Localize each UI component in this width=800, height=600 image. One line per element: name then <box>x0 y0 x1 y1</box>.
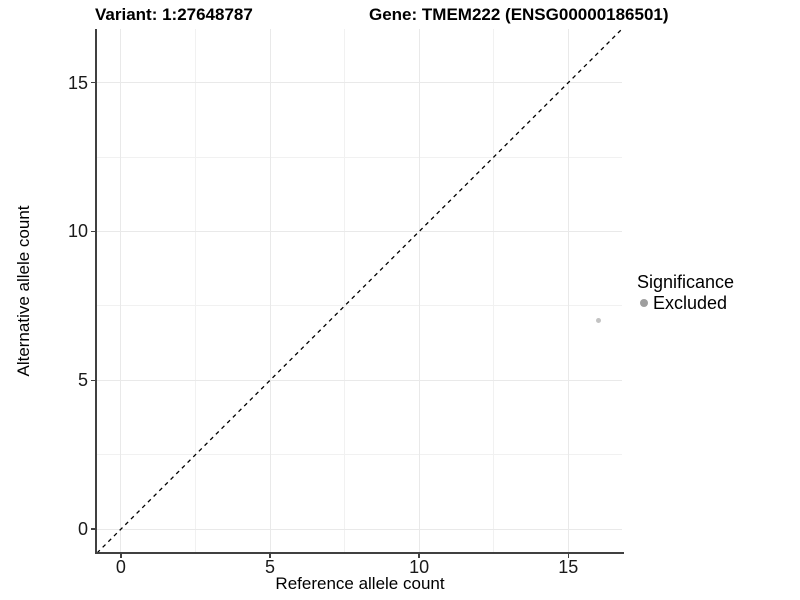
x-tick-mark <box>418 554 420 558</box>
x-tick-mark <box>120 554 122 558</box>
x-major-gridline <box>269 29 271 553</box>
x-axis-title: Reference allele count <box>275 574 445 593</box>
y-axis-title: Alternative allele count <box>14 205 33 377</box>
x-tick-label: 5 <box>264 557 276 577</box>
x-minor-gridline <box>493 29 495 553</box>
legend-entry-label: Excluded <box>653 293 728 313</box>
y-tick-label: 10 <box>67 221 88 242</box>
y-tick-label: 0 <box>77 519 88 540</box>
x-major-gridline <box>567 29 569 553</box>
y-tick-mark <box>91 230 95 233</box>
data-point <box>595 318 601 324</box>
y-tick-mark <box>91 528 95 530</box>
legend-title: Significance <box>637 272 735 292</box>
y-minor-gridline <box>97 454 622 456</box>
x-tick-label: 15 <box>558 557 579 577</box>
x-minor-gridline <box>344 29 346 553</box>
y-axis-line <box>95 29 97 554</box>
y-tick-mark <box>91 81 95 84</box>
legend-point-icon <box>640 299 648 307</box>
x-tick-label: 10 <box>409 557 430 577</box>
y-major-gridline <box>97 82 622 84</box>
variant-title: Variant: 1:27648787 <box>95 5 253 24</box>
x-major-gridline <box>418 29 420 553</box>
gene-title: Gene: TMEM222 (ENSG00000186501) <box>369 5 669 24</box>
x-axis-line <box>95 552 624 554</box>
x-tick-mark <box>269 554 271 558</box>
legend: Significance Excluded <box>637 272 734 313</box>
x-tick-label: 0 <box>115 557 126 577</box>
y-major-gridline <box>97 528 622 530</box>
x-minor-gridline <box>194 29 196 553</box>
y-minor-gridline <box>97 305 622 307</box>
x-major-gridline <box>120 29 122 553</box>
y-minor-gridline <box>97 156 622 158</box>
x-tick-mark <box>567 554 570 558</box>
y-tick-label: 15 <box>67 72 88 93</box>
legend-entry-excluded: Excluded <box>637 293 734 313</box>
identity-dashed-line <box>97 29 622 553</box>
y-major-gridline <box>97 379 622 381</box>
plot-panel <box>97 29 622 553</box>
y-tick-label: 5 <box>77 370 88 391</box>
y-major-gridline <box>97 230 622 232</box>
y-tick-mark <box>91 379 95 382</box>
